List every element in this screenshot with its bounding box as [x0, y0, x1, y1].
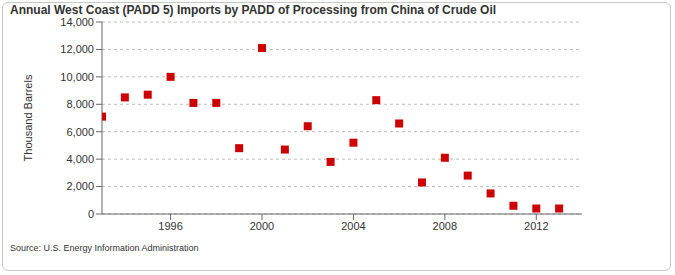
svg-text:0: 0	[88, 208, 94, 220]
svg-text:2004: 2004	[341, 220, 365, 232]
svg-text:6,000: 6,000	[66, 126, 94, 138]
html-text:Source: U.S. Energy Informatio: Source: U.S. Energy Information Administ…	[10, 243, 199, 253]
svg-text:Thousand Barrels: Thousand Barrels	[22, 74, 34, 161]
svg-text:1996: 1996	[158, 220, 182, 232]
svg-text:12,000: 12,000	[60, 43, 94, 55]
svg-text:2008: 2008	[433, 220, 457, 232]
svg-text:4,000: 4,000	[66, 153, 94, 165]
svg-text:2,000: 2,000	[66, 180, 94, 192]
html-text:Annual West Coast (PADD 5) Imp: Annual West Coast (PADD 5) Imports by PA…	[10, 3, 496, 17]
svg-text:2000: 2000	[250, 220, 274, 232]
svg-text:14,000: 14,000	[60, 16, 94, 28]
svg-text:10,000: 10,000	[60, 71, 94, 83]
svg-text:8,000: 8,000	[66, 98, 94, 110]
svg-text:2012: 2012	[524, 220, 548, 232]
